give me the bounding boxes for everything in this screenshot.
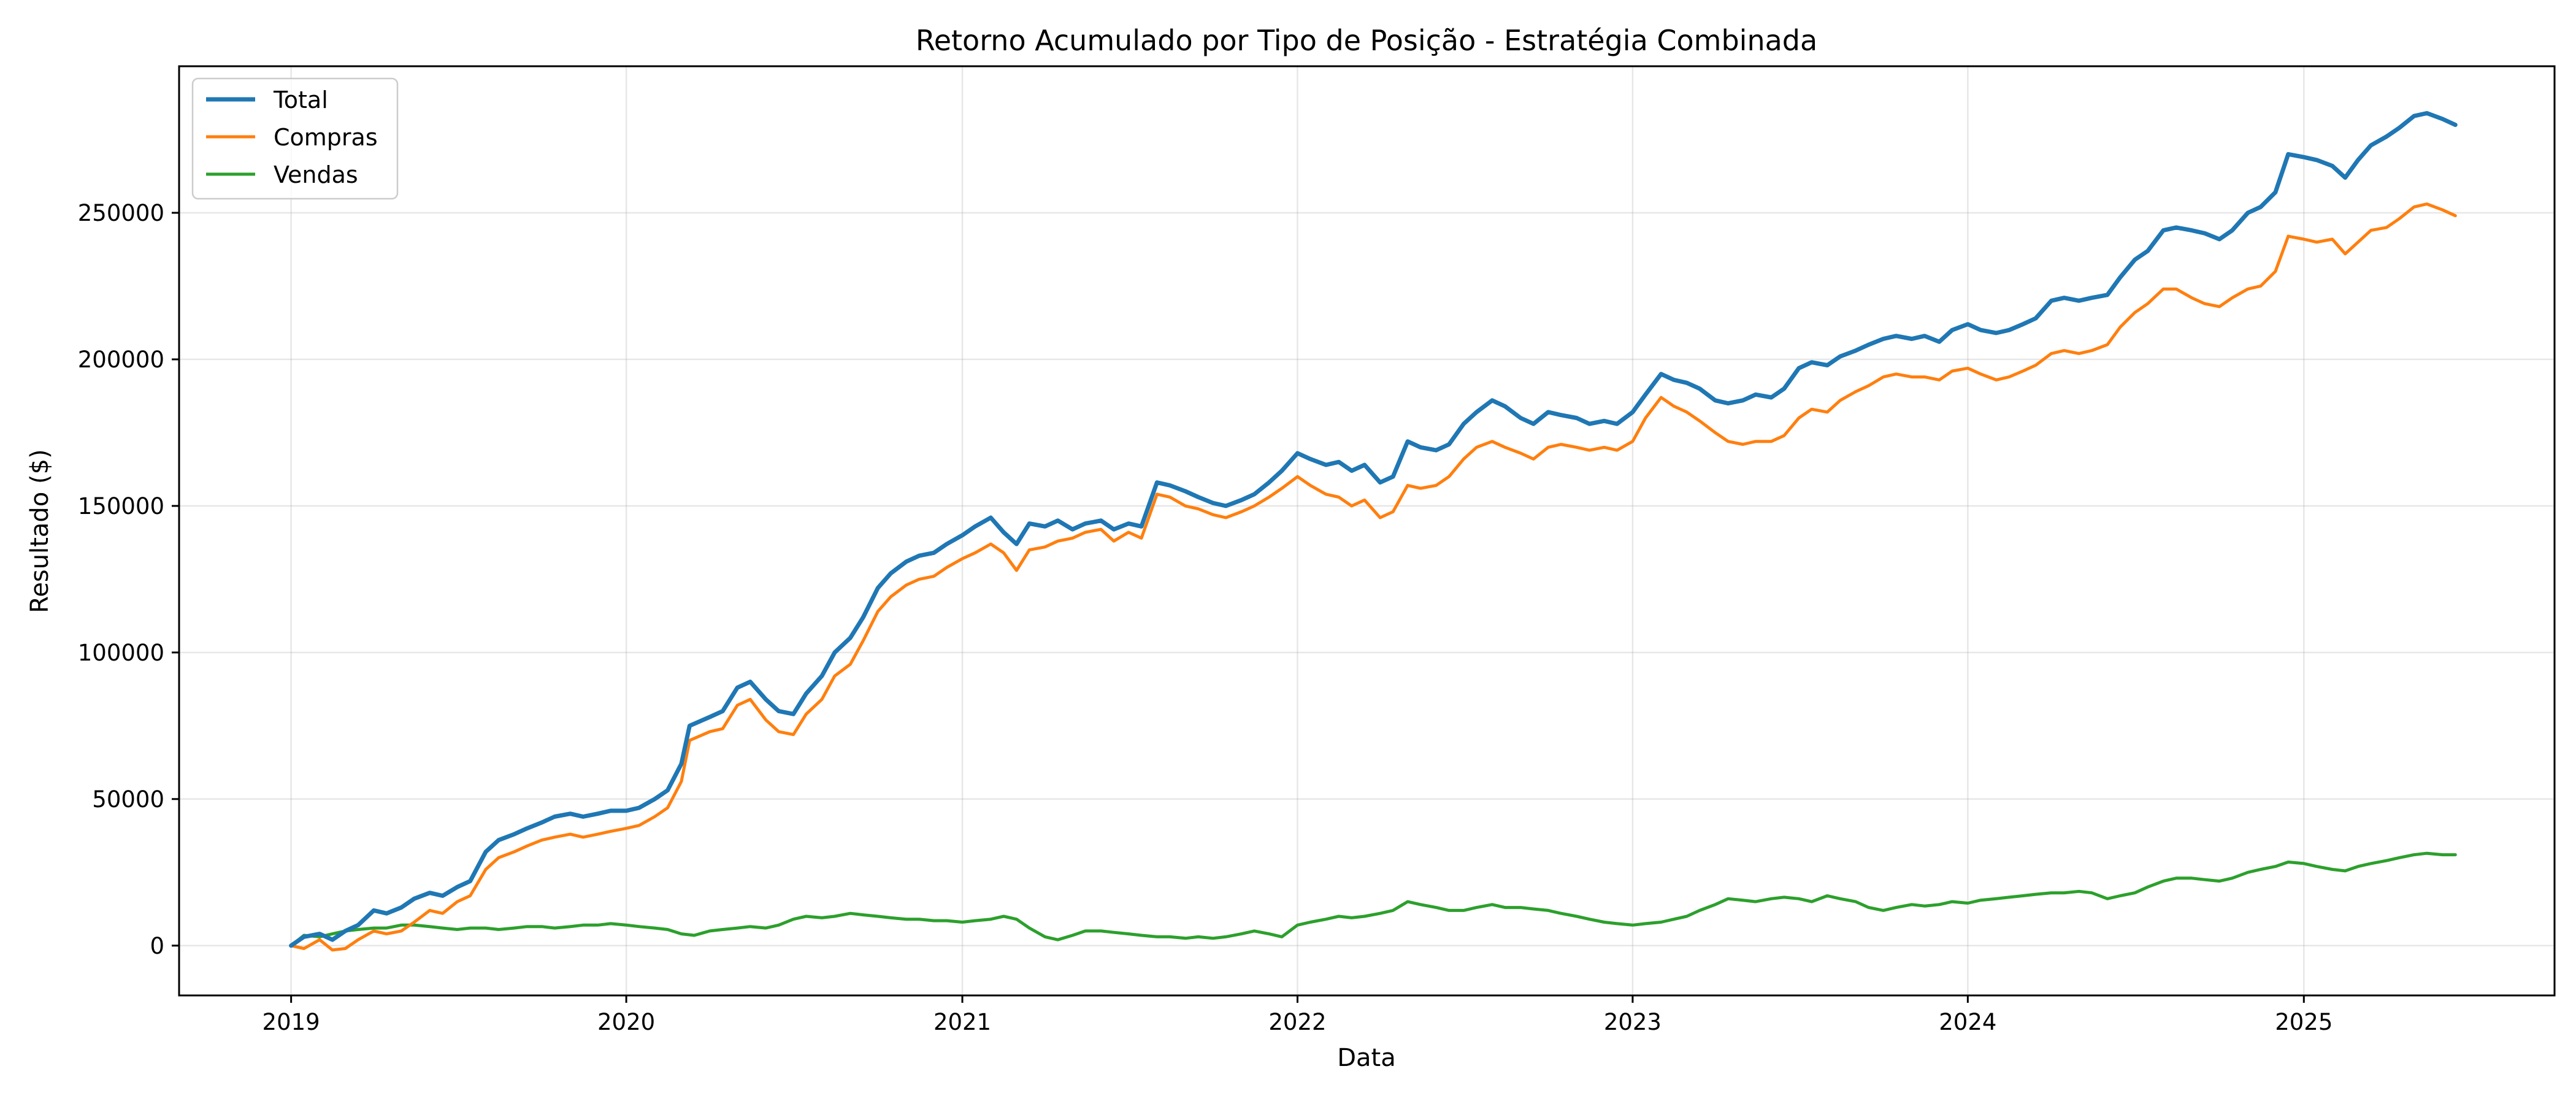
series-line-vendas (289, 851, 2457, 948)
x-tick-label: 2025 (2275, 1009, 2333, 1035)
x-tick-label: 2021 (933, 1009, 991, 1035)
grid-layer (179, 66, 2555, 995)
plot-frame (178, 65, 2556, 997)
x-tick-label: 2019 (263, 1009, 320, 1035)
x-tick-label: 2020 (597, 1009, 655, 1035)
x-tick-label: 2023 (1604, 1009, 1662, 1035)
legend-label-vendas: Vendas (274, 161, 358, 188)
legend-box (191, 77, 399, 200)
series-line-compras (289, 202, 2457, 952)
legend-label-total: Total (273, 86, 328, 113)
legend-label-compras: Compras (274, 124, 378, 151)
x-axis-label: Data (1337, 1044, 1396, 1072)
y-tick-label: 250000 (78, 200, 164, 226)
series-layer (289, 111, 2458, 952)
y-tick-label: 50000 (92, 786, 164, 813)
tick-layer: 2019 2020 2021 2022 2023 2024 2025 0 50000 100000… (78, 200, 2333, 1035)
y-tick-label: 150000 (78, 493, 164, 519)
y-tick-label: 0 (150, 933, 164, 959)
legend: Total Compras Vendas (191, 77, 399, 200)
series-line-total (289, 111, 2458, 948)
y-tick-label: 100000 (78, 640, 164, 666)
x-tick-label: 2024 (1939, 1009, 1996, 1035)
chart-title: Retorno Acumulado por Tipo de Posição - … (916, 24, 1817, 57)
y-axis-label: Resultado ($) (26, 449, 54, 613)
x-tick-label: 2022 (1268, 1009, 1326, 1035)
y-tick-label: 200000 (78, 347, 164, 373)
